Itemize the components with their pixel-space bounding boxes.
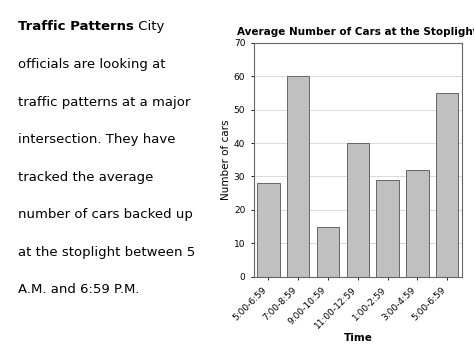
Y-axis label: Number of cars: Number of cars xyxy=(221,120,231,200)
Text: tracked the average: tracked the average xyxy=(18,171,153,184)
Text: A.M. and 6:59 P.M.: A.M. and 6:59 P.M. xyxy=(18,283,139,296)
Bar xyxy=(346,143,369,277)
Bar xyxy=(436,93,458,277)
Text: traffic patterns at a major: traffic patterns at a major xyxy=(18,95,190,109)
Text: intersection. They have: intersection. They have xyxy=(18,133,175,146)
Text: Traffic Patterns: Traffic Patterns xyxy=(18,21,134,33)
Text: City: City xyxy=(134,21,164,33)
Bar xyxy=(287,76,310,277)
Bar xyxy=(406,170,428,277)
Text: number of cars backed up: number of cars backed up xyxy=(18,208,193,221)
Text: at the stoplight between 5: at the stoplight between 5 xyxy=(18,246,195,259)
Text: officials are looking at: officials are looking at xyxy=(18,58,165,71)
Text: Average Number of Cars at the Stoplight: Average Number of Cars at the Stoplight xyxy=(237,27,474,37)
Bar xyxy=(376,180,399,277)
Bar xyxy=(257,183,280,277)
X-axis label: Time: Time xyxy=(344,333,372,343)
Bar xyxy=(317,227,339,277)
FancyBboxPatch shape xyxy=(218,7,472,344)
Text: Traffic Patterns City: Traffic Patterns City xyxy=(18,21,148,33)
